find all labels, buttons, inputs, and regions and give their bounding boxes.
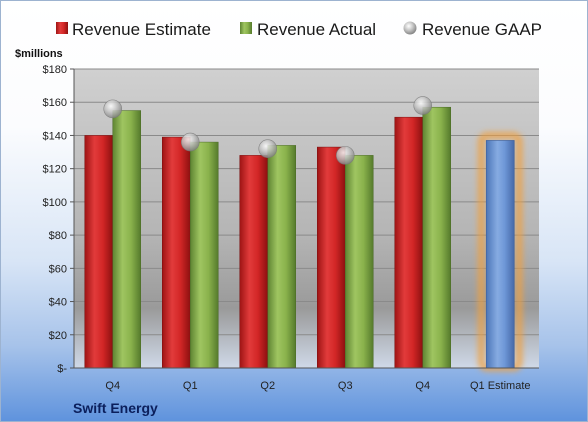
x-tick-label: Q1 [183, 380, 198, 392]
x-tick-label: Q2 [260, 380, 275, 392]
unit-label: $millions [15, 48, 63, 60]
company-name: Swift Energy [73, 400, 158, 416]
legend-item-actual[interactable]: Revenue Actual [240, 20, 376, 39]
x-axis: Q4 Q1 Q2 Q3 Q4 Q1 Estimate [74, 367, 539, 392]
y-tick-label: $100 [43, 197, 67, 209]
bar-revenue-estimate[interactable] [84, 135, 113, 369]
y-tick-label: $60 [49, 263, 67, 275]
plot-area [74, 69, 539, 368]
marker-revenue-gaap[interactable] [258, 139, 278, 159]
legend-label-estimate: Revenue Estimate [72, 20, 211, 39]
y-axis: $- $20 $40 $60 $80 $100 $120 $140 $160 $180 [43, 64, 75, 375]
bar-revenue-estimate[interactable] [317, 146, 346, 369]
legend-swatch-actual [240, 22, 252, 34]
marker-revenue-gaap[interactable] [413, 96, 433, 115]
y-tick-label: $120 [43, 164, 67, 176]
bar-revenue-estimate[interactable] [394, 116, 423, 369]
y-tick-label: $160 [43, 97, 67, 109]
marker-revenue-gaap[interactable] [180, 132, 200, 152]
bars [84, 96, 523, 372]
legend-item-estimate[interactable]: Revenue Estimate [56, 20, 211, 39]
y-tick-label: $180 [43, 64, 67, 76]
gridlines [74, 68, 539, 369]
bar-estimate-projection[interactable] [485, 140, 515, 369]
y-tick-label: $- [57, 363, 67, 375]
bar-revenue-actual[interactable] [267, 145, 296, 369]
y-tick-label: $140 [43, 130, 67, 142]
y-tick-label: $20 [49, 330, 67, 342]
legend-label-actual: Revenue Actual [257, 20, 376, 39]
bar-revenue-estimate[interactable] [162, 136, 191, 369]
x-tick-label: Q3 [338, 380, 353, 392]
legend: Revenue Estimate Revenue Actual Revenue … [56, 20, 542, 39]
x-tick-label: Q4 [415, 380, 430, 392]
legend-label-gaap: Revenue GAAP [422, 20, 542, 39]
bar-revenue-actual[interactable] [345, 155, 374, 369]
y-tick-label: $40 [49, 297, 67, 309]
bar-revenue-estimate[interactable] [239, 155, 268, 369]
marker-revenue-gaap[interactable] [335, 146, 355, 165]
x-tick-label: Q4 [105, 380, 120, 392]
legend-swatch-gaap [403, 21, 417, 35]
x-tick-label: Q1 Estimate [470, 380, 531, 392]
marker-revenue-gaap[interactable] [103, 99, 123, 119]
bar-revenue-actual[interactable] [422, 106, 451, 369]
bar-revenue-actual[interactable] [190, 141, 219, 369]
y-tick-label: $80 [49, 230, 67, 242]
legend-item-gaap[interactable]: Revenue GAAP [403, 20, 543, 39]
bar-revenue-actual[interactable] [112, 110, 141, 369]
legend-swatch-estimate [56, 22, 68, 34]
